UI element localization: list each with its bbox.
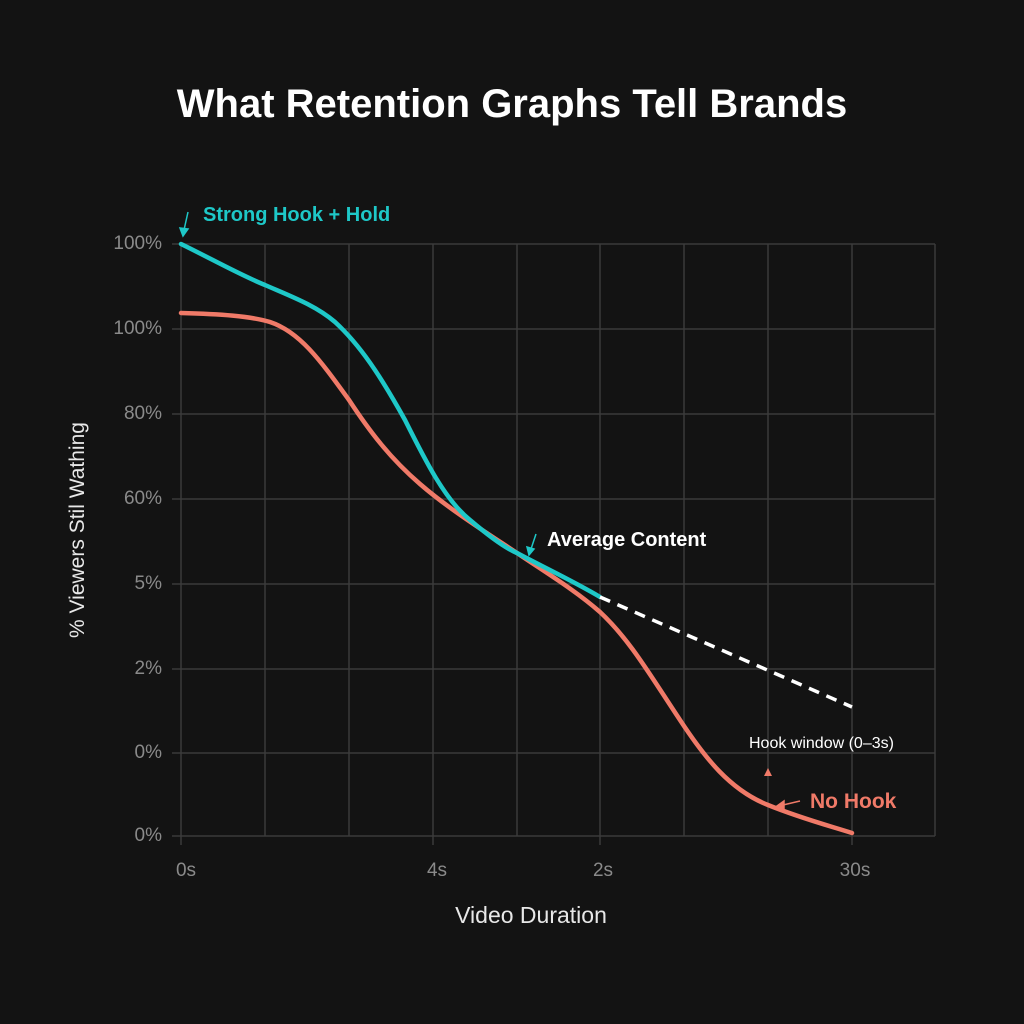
- no-hook-annotation: No Hook: [810, 790, 897, 813]
- average-content-arrow-icon: [525, 533, 537, 557]
- x-tick-label: 0s: [175, 860, 197, 881]
- chart-title: What Retention Graphs Tell Brands: [176, 82, 848, 126]
- x-tick-label: 30s: [839, 860, 871, 881]
- hook-window-annotation: Hook window (0–3s): [749, 735, 894, 752]
- x-tick-label: 4s: [426, 860, 448, 881]
- no-hook-arrow-icon: [775, 799, 801, 811]
- hook-window-arrow-icon: [764, 768, 772, 776]
- average-content-annotation: Average Content: [547, 529, 707, 551]
- y-tick-label: 60%: [123, 488, 162, 509]
- y-axis-label: % Viewers Stil Wathing: [66, 422, 89, 638]
- y-tick-label: 2%: [134, 658, 162, 679]
- strong-hook-arrow-icon: [178, 211, 190, 238]
- y-tick-label: 0%: [134, 742, 162, 763]
- x-axis-label: Video Duration: [455, 902, 607, 928]
- y-tick-label: 0%: [134, 825, 162, 846]
- grid-lines: [172, 243, 936, 845]
- average-content-dashed-line: [599, 595, 853, 709]
- y-tick-label: 100%: [113, 318, 162, 339]
- y-tick-label: 80%: [123, 403, 162, 424]
- strong-hook-annotation: Strong Hook + Hold: [203, 204, 391, 226]
- strong-hook-line: [178, 241, 603, 600]
- x-tick-label: 2s: [592, 860, 614, 881]
- y-tick-label: 100%: [113, 233, 162, 254]
- y-tick-label: 5%: [134, 573, 162, 594]
